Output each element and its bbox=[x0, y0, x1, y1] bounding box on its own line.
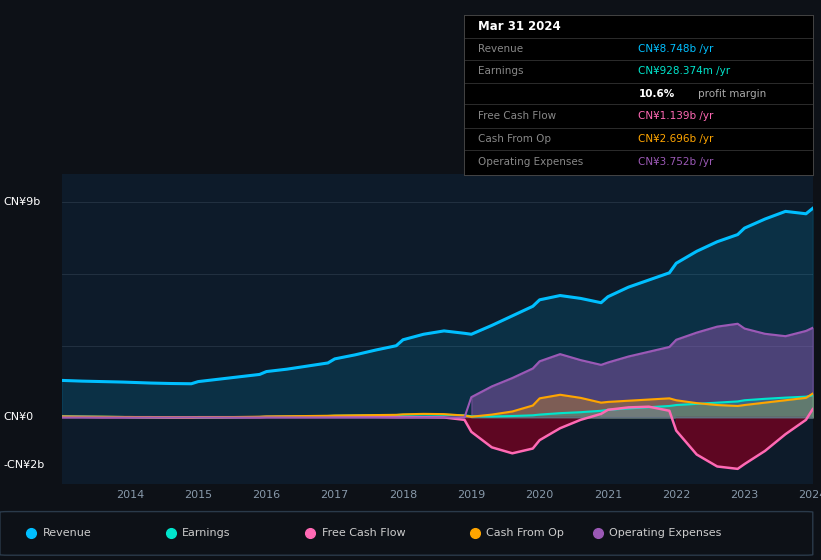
Text: Mar 31 2024: Mar 31 2024 bbox=[478, 20, 561, 33]
Text: CN¥1.139b /yr: CN¥1.139b /yr bbox=[639, 111, 713, 121]
Text: Revenue: Revenue bbox=[478, 44, 523, 54]
Text: Operating Expenses: Operating Expenses bbox=[478, 157, 583, 167]
Text: Earnings: Earnings bbox=[182, 529, 231, 538]
Text: Cash From Op: Cash From Op bbox=[486, 529, 564, 538]
Text: profit margin: profit margin bbox=[698, 89, 766, 99]
Text: CN¥8.748b /yr: CN¥8.748b /yr bbox=[639, 44, 713, 54]
Text: Earnings: Earnings bbox=[478, 66, 523, 76]
Text: 10.6%: 10.6% bbox=[639, 89, 675, 99]
Text: CN¥0: CN¥0 bbox=[3, 413, 34, 422]
Text: Revenue: Revenue bbox=[43, 529, 91, 538]
Text: -CN¥2b: -CN¥2b bbox=[3, 460, 44, 470]
Text: CN¥9b: CN¥9b bbox=[3, 197, 40, 207]
Text: Cash From Op: Cash From Op bbox=[478, 134, 551, 144]
Text: Free Cash Flow: Free Cash Flow bbox=[478, 111, 556, 121]
Text: Operating Expenses: Operating Expenses bbox=[609, 529, 722, 538]
Text: CN¥3.752b /yr: CN¥3.752b /yr bbox=[639, 157, 713, 167]
Text: CN¥928.374m /yr: CN¥928.374m /yr bbox=[639, 66, 731, 76]
Text: CN¥2.696b /yr: CN¥2.696b /yr bbox=[639, 134, 713, 144]
Text: Free Cash Flow: Free Cash Flow bbox=[322, 529, 406, 538]
